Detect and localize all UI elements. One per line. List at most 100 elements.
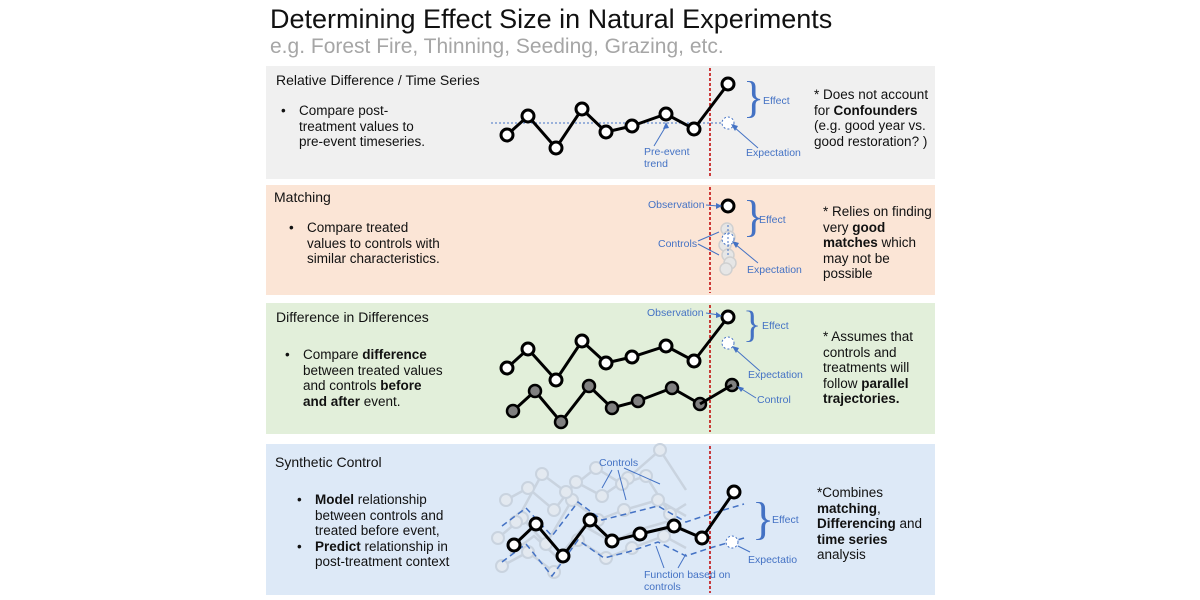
data-point [630,393,646,409]
panel-title: Synthetic Control [275,454,382,470]
data-point [548,140,564,156]
time-series-diagram: } [491,68,764,177]
data-point [499,360,515,376]
data-point [598,124,614,140]
data-point [555,548,571,564]
observation-arrow-head [716,312,722,318]
panel-difference-in-differences: Difference in Differences • Compare diffe… [266,303,935,434]
control-series-line [509,520,687,560]
observed-series-line [505,316,730,383]
observed-series-points [499,76,736,156]
control-point [589,461,603,475]
data-point [664,380,680,396]
observation-label: Observation [648,199,705,211]
function-arrow-2 [677,553,687,569]
bullet-list: • Compare difference between treated valu… [285,347,443,409]
control-point [495,559,509,573]
effect-brace: } [752,493,774,544]
effect-label: Effect [763,95,790,107]
control-point [653,443,667,457]
bullet-item: • Compare treated values to controls with… [289,220,440,266]
panel-title: Relative Difference / Time Series [276,72,480,88]
bullet-item: • Compare difference between treated valu… [285,347,443,409]
panel-note: * Assumes that controls and treatments w… [823,329,914,406]
data-point [574,101,590,117]
bullet-text: Compare treated values to controls with … [307,220,440,266]
data-point [598,355,614,371]
expectation-arrow-head [732,346,739,353]
bullet-list: • Model relationship between controls and… [297,492,455,570]
bullet-text: Compare difference between treated value… [303,347,443,409]
control-point [657,529,671,543]
data-point [694,530,710,546]
diff-in-diff-diagram: } [499,304,761,432]
data-point [604,400,620,416]
panel-note: * Does not account for Confounders (e.g.… [814,87,929,149]
data-point [528,516,544,532]
control-point [651,493,665,507]
control-point [719,262,733,276]
function-arrow-1 [655,545,665,569]
data-point [582,512,598,528]
controls-label: Controls [599,457,639,469]
control-point [559,485,573,499]
control-label: Control [757,394,791,406]
data-point [520,341,536,357]
data-point [553,414,569,430]
control-point [595,489,609,503]
data-point [658,106,674,122]
data-point [686,121,702,137]
observed-series-points [499,309,736,388]
expectation-point [721,116,735,130]
bullet-item: • Compare post-treatment values to pre-ev… [281,103,426,149]
control-point [599,551,613,565]
expectation-label: Expectation [746,147,801,159]
synthetic-control-diagram: } [491,443,774,593]
control-point [499,493,513,507]
data-point [624,349,640,365]
synthetic-upper-band [501,500,745,538]
control-arrow-head [737,386,744,392]
bullet-list: • Compare treated values to controls with… [289,220,447,267]
control-point [521,481,535,495]
observed-series-points [506,484,742,564]
bullet-item: • Model relationship between controls and… [297,492,444,538]
trend-arrow [653,125,667,147]
observation-arrow-head [716,203,722,209]
data-point [527,383,543,399]
data-point [666,518,682,534]
control-point [663,507,677,521]
bullet-text: Model relationship between controls and … [315,492,444,538]
expectation-arrow [737,545,751,553]
function-label: Function based on controls [644,569,731,593]
observation-point [720,198,736,214]
page-title: Determining Effect Size in Natural Exper… [270,4,833,34]
bullet-text: Predict relationship in post-treatment c… [315,538,450,570]
expectation-point [725,535,739,549]
panel-title: Difference in Differences [276,309,429,325]
bullet-text: Compare post-treatment values to pre-eve… [299,103,426,149]
data-point [548,372,564,388]
data-point [506,537,522,553]
data-point [720,309,736,325]
effect-label: Effect [759,214,786,226]
pre-event-trend-label: Pre-event trend [644,146,690,170]
expectation-label: Expectation [748,369,803,381]
data-point [604,533,620,549]
observed-series-line [505,83,730,151]
data-point [520,108,536,124]
data-point [658,338,674,354]
page-subtitle: e.g. Forest Fire, Thinning, Seeding, Gra… [270,35,724,58]
data-point [686,353,702,369]
controls-arrow-1 [601,469,613,489]
control-point [547,503,561,517]
panel-note: * Relies on finding very good matches wh… [823,204,932,281]
expectation-arrow-head [732,241,739,248]
expectation-label: Expectatio [748,554,798,566]
effect-brace: } [743,73,764,122]
effect-brace: } [743,192,764,241]
data-point [624,118,640,134]
controls-arrow-2 [617,469,627,501]
panel-synthetic-control: Synthetic Control • Model relationship be… [266,443,935,595]
controls-arrow-3 [623,467,661,485]
